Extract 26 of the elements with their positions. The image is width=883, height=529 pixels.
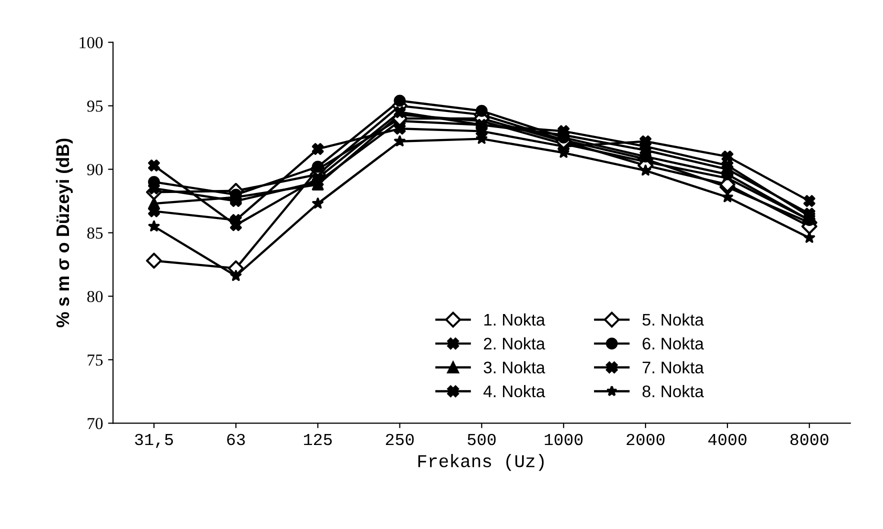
legend-label: 4. Nokta <box>483 385 546 398</box>
legend-label: 3. Nokta <box>484 361 546 374</box>
y-tick-label: 70 <box>88 418 103 430</box>
legend-label: 8. Nokta <box>642 385 704 398</box>
y-tick-label: 75 <box>88 354 103 366</box>
legend-label: 7. Nokta <box>642 361 704 374</box>
x-tick-label: 4000 <box>708 434 746 446</box>
x-axis-title: Frekans (Uz) <box>418 454 544 471</box>
y-tick-label: 80 <box>87 290 103 302</box>
x-tick-label: 2000 <box>626 434 664 446</box>
legend-label: 5. Nokta <box>642 313 704 326</box>
legend-label: 2. Nokta <box>484 337 546 350</box>
y-tick-label: 90 <box>87 164 103 176</box>
y-tick-label: 85 <box>87 227 103 239</box>
legend-label: 6. Nokta <box>642 337 704 350</box>
legend-label: 1. Nokta <box>484 313 546 326</box>
x-tick-label: 250 <box>386 434 414 446</box>
y-tick-label: 95 <box>87 100 103 112</box>
y-tick-label: 100 <box>80 37 103 48</box>
x-tick-label: 500 <box>468 434 496 446</box>
x-tick-label: 125 <box>304 434 332 446</box>
y-axis-title: % s m σ o Düzeyi (dB) <box>56 138 73 328</box>
x-tick-label: 1000 <box>544 434 583 446</box>
x-tick-label: 63 <box>227 434 245 446</box>
x-tick-label: 8000 <box>790 434 828 446</box>
x-tick-label: 31,5 <box>135 434 173 448</box>
